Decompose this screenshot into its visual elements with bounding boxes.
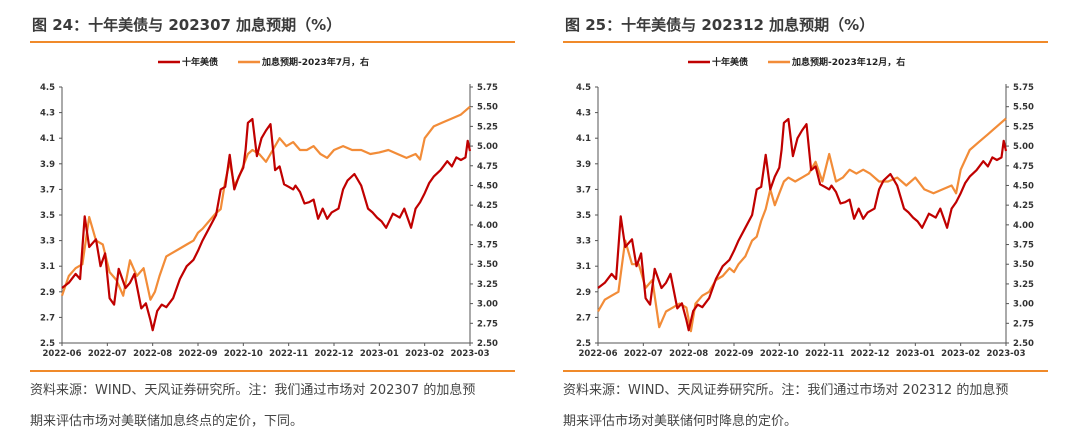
y-left-tick-label: 2.5 bbox=[40, 339, 55, 349]
source-divider bbox=[563, 370, 1048, 372]
y-right-tick-label: 5.25 bbox=[477, 122, 498, 132]
source-note-line-1: 资料来源：WIND、天风证券研究所。注：我们通过市场对 202312 的加息预 bbox=[563, 383, 1009, 398]
source-note-line-2: 期来评估市场对美联储何时降息的定价。 bbox=[563, 414, 798, 429]
x-tick-label: 2022-09 bbox=[714, 349, 753, 359]
y-left-tick-label: 4.1 bbox=[576, 134, 591, 144]
figure-title: 图 24：十年美债与 202307 加息预期（%） bbox=[32, 16, 342, 34]
x-tick-label: 2022-12 bbox=[850, 349, 889, 359]
y-right-tick-label: 4.75 bbox=[477, 162, 498, 172]
y-right-tick-label: 5.75 bbox=[477, 83, 498, 93]
y-right-tick-label: 2.50 bbox=[477, 339, 498, 349]
y-left-tick-label: 2.9 bbox=[40, 288, 55, 298]
y-right-tick-label: 3.50 bbox=[1013, 260, 1034, 270]
y-left-tick-label: 3.3 bbox=[40, 237, 55, 247]
y-left-tick-label: 2.7 bbox=[40, 313, 55, 323]
y-right-tick-label: 3.75 bbox=[1013, 241, 1034, 251]
source-divider bbox=[30, 370, 515, 372]
x-tick-label: 2022-08 bbox=[669, 349, 708, 359]
x-tick-label: 2023-03 bbox=[986, 349, 1025, 359]
y-right-tick-label: 4.50 bbox=[1013, 181, 1034, 191]
legend: 十年美债 加息预期-2023年7月，右 bbox=[158, 56, 369, 68]
y-right-tick-label: 2.75 bbox=[477, 319, 498, 329]
legend-label: 加息预期-2023年7月，右 bbox=[261, 56, 369, 68]
y-right-tick-label: 3.25 bbox=[477, 280, 498, 290]
chart-figure-25: 十年美债 加息预期-2023年12月，右 2.5 2.7 2.9 3.1 3.3 3.5 3.7… bbox=[576, 56, 1034, 359]
series-line-rate-hike-expectation bbox=[60, 105, 471, 301]
x-tick-label: 2022-06 bbox=[42, 349, 81, 359]
figure-25-panel: 图 25：十年美债与 202312 加息预期（%） 十年美债 加息预期-2023年… bbox=[563, 0, 1080, 440]
y-right-tick-label: 5.50 bbox=[1013, 103, 1034, 113]
series-line-10y-treasury bbox=[597, 117, 1008, 332]
x-tick-label: 2022-10 bbox=[760, 349, 799, 359]
y-right-tick-label: 5.00 bbox=[1013, 142, 1034, 152]
y-left-tick-label: 3.7 bbox=[576, 185, 591, 195]
y-right-tick-label: 5.75 bbox=[1013, 83, 1034, 93]
y-left-tick-label: 2.5 bbox=[576, 339, 591, 349]
y-left-tick-label: 3.5 bbox=[576, 211, 591, 221]
y-right-tick-label: 4.25 bbox=[477, 201, 498, 211]
x-tick-label: 2022-11 bbox=[805, 349, 844, 359]
y-left-tick-label: 2.9 bbox=[576, 288, 591, 298]
y-right-tick-label: 5.50 bbox=[477, 103, 498, 113]
y-left-tick-label: 3.3 bbox=[576, 237, 591, 247]
y-left-tick-label: 3.5 bbox=[40, 211, 55, 221]
legend-label: 加息预期-2023年12月，右 bbox=[791, 56, 905, 68]
x-tick-label: 2022-06 bbox=[578, 349, 617, 359]
x-tick-label: 2022-09 bbox=[178, 349, 217, 359]
y-right-tick-label: 5.00 bbox=[477, 142, 498, 152]
x-tick-label: 2022-08 bbox=[133, 349, 172, 359]
y-left-tick-label: 4.5 bbox=[576, 83, 591, 93]
y-left-tick-label: 3.7 bbox=[40, 185, 55, 195]
source-note-line-2: 期来评估市场对美联储加息终点的定价，下同。 bbox=[30, 414, 304, 429]
y-left-tick-label: 4.3 bbox=[40, 109, 55, 119]
y-right-tick-label: 4.25 bbox=[1013, 201, 1034, 211]
y-right-tick-label: 4.75 bbox=[1013, 162, 1034, 172]
title-divider bbox=[30, 41, 515, 43]
y-right-tick-label: 4.00 bbox=[477, 221, 498, 231]
x-tick-label: 2023-01 bbox=[360, 349, 399, 359]
x-tick-label: 2022-07 bbox=[624, 349, 663, 359]
y-left-tick-label: 3.1 bbox=[40, 262, 55, 272]
x-tick-label: 2023-02 bbox=[941, 349, 980, 359]
y-right-tick-label: 3.25 bbox=[1013, 280, 1034, 290]
y-left-tick-label: 3.9 bbox=[40, 160, 55, 170]
y-right-tick-label: 3.00 bbox=[1013, 300, 1034, 310]
series-line-rate-hike-expectation bbox=[597, 117, 1007, 333]
x-tick-label: 2023-02 bbox=[405, 349, 444, 359]
figure-24-panel: 图 24：十年美债与 202307 加息预期（%） 十年美债 加息预期-2023年… bbox=[30, 0, 550, 440]
x-tick-label: 2022-10 bbox=[224, 349, 263, 359]
y-left-tick-label: 4.1 bbox=[40, 134, 55, 144]
y-right-tick-label: 5.25 bbox=[1013, 122, 1034, 132]
x-tick-label: 2023-01 bbox=[896, 349, 935, 359]
legend-label: 十年美债 bbox=[712, 56, 748, 68]
y-right-tick-label: 3.75 bbox=[477, 241, 498, 251]
legend: 十年美债 加息预期-2023年12月，右 bbox=[688, 56, 905, 68]
figure-title: 图 25：十年美债与 202312 加息预期（%） bbox=[565, 16, 875, 34]
x-tick-label: 2022-07 bbox=[88, 349, 127, 359]
title-divider bbox=[563, 41, 1048, 43]
x-tick-label: 2022-12 bbox=[314, 349, 353, 359]
series-line-10y-treasury bbox=[61, 117, 472, 332]
y-right-tick-label: 2.75 bbox=[1013, 319, 1034, 329]
x-tick-label: 2022-11 bbox=[269, 349, 308, 359]
y-right-tick-label: 2.50 bbox=[1013, 339, 1034, 349]
x-tick-label: 2023-03 bbox=[450, 349, 489, 359]
y-right-tick-label: 4.50 bbox=[477, 181, 498, 191]
y-left-tick-label: 3.9 bbox=[576, 160, 591, 170]
y-right-tick-label: 3.00 bbox=[477, 300, 498, 310]
y-left-tick-label: 2.7 bbox=[576, 313, 591, 323]
source-note-line-1: 资料来源：WIND、天风证券研究所。注：我们通过市场对 202307 的加息预 bbox=[30, 383, 476, 398]
y-right-tick-label: 4.00 bbox=[1013, 221, 1034, 231]
y-left-tick-label: 4.5 bbox=[40, 83, 55, 93]
legend-label: 十年美债 bbox=[182, 56, 218, 68]
chart-figure-24: 十年美债 加息预期-2023年7月，右 2.5 2.7 2.9 3.1 3.3 3.5 3.7 3… bbox=[40, 56, 498, 359]
y-left-tick-label: 3.1 bbox=[576, 262, 591, 272]
y-right-tick-label: 3.50 bbox=[477, 260, 498, 270]
y-left-tick-label: 4.3 bbox=[576, 109, 591, 119]
